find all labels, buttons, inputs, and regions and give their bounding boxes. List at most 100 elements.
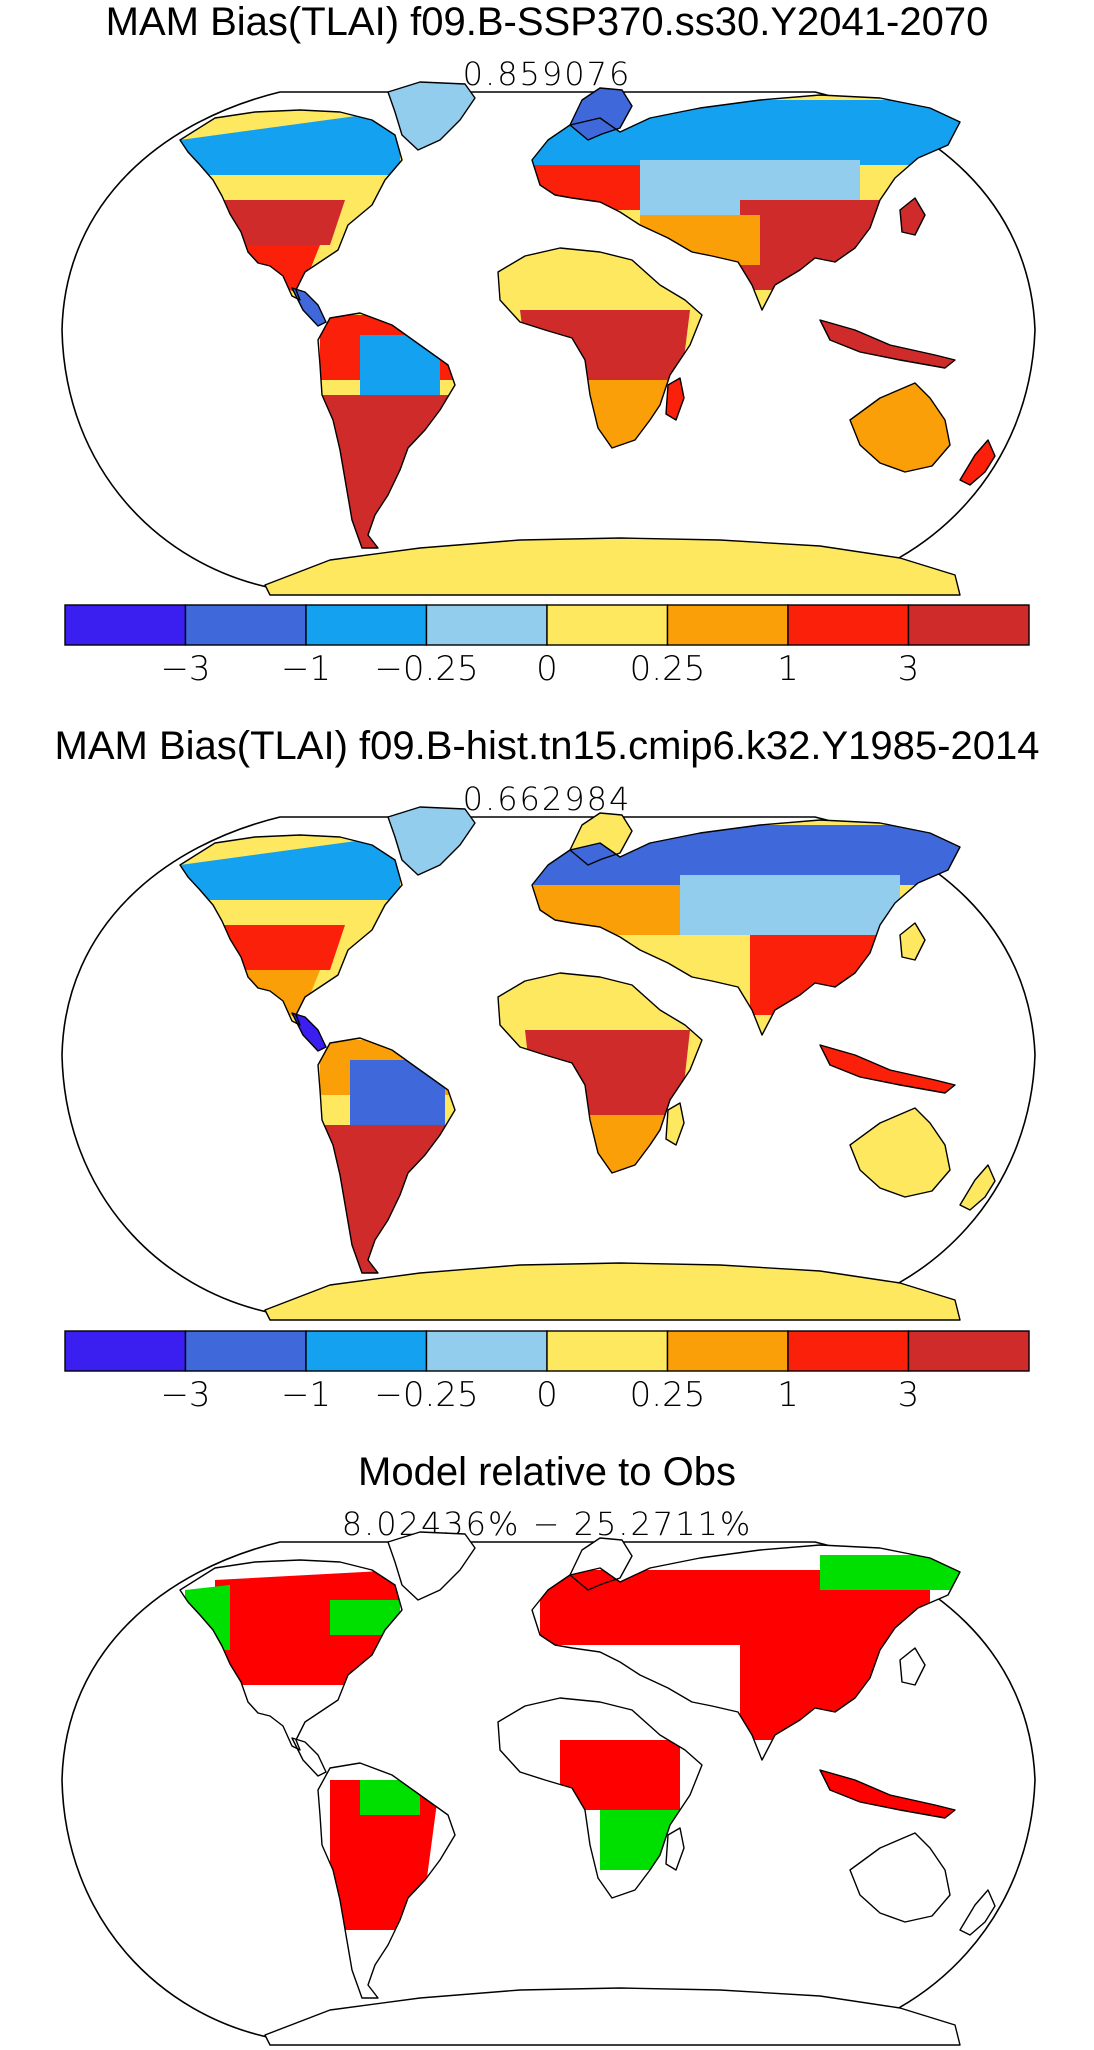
south-america-patch-7	[320, 395, 450, 548]
indonesia-coastline	[819, 319, 956, 369]
greenland-coastline	[387, 1531, 476, 1601]
colorbar-swatch-4	[546, 1330, 669, 1372]
greenland-coastline	[387, 81, 476, 151]
north-america-patch-0	[180, 835, 400, 900]
panel2-title: MAM Bias(TLAI) f09.B-hist.tn15.cmip6.k32…	[54, 724, 1040, 768]
panel1-title: MAM Bias(TLAI) f09.B-SSP370.ss30.Y2041-2…	[105, 0, 989, 44]
colorbar-swatch-7	[907, 1330, 1030, 1372]
colorbar-tick-label: 3	[897, 649, 920, 689]
colorbar-tick-label: 0	[536, 1375, 558, 1415]
new-zealand-land	[960, 1890, 995, 1935]
colorbar-tick-label: −3	[160, 649, 211, 689]
north-america-patch-3	[235, 245, 320, 295]
colorbar-tick-label: 0.25	[629, 649, 706, 689]
panel2-map	[61, 806, 1036, 1321]
colorbar-swatches	[64, 604, 1030, 646]
antarctica-coastline	[264, 1262, 961, 1321]
colorbar-tick-label: −1	[280, 1375, 332, 1415]
north-america-patch-0	[215, 1570, 400, 1685]
north-america-coastline	[179, 834, 403, 1026]
panel2-global-mean: 0.662984	[462, 780, 632, 818]
colorbar-swatch-3	[425, 604, 548, 646]
greenland-coastline	[387, 806, 476, 876]
australia-land	[850, 1833, 950, 1922]
colorbar-swatches	[64, 1330, 1030, 1372]
europe-asia-coastline	[531, 1544, 961, 1761]
colorbar-tick-label: 1	[777, 649, 799, 689]
madagascar-coastline	[665, 1102, 685, 1146]
africa-coastline	[497, 972, 703, 1174]
new-zealand-coastline	[959, 1164, 996, 1211]
bias-patches	[180, 807, 960, 1273]
colorbar-swatch-1	[184, 604, 307, 646]
colorbar-swatch-0	[64, 1330, 187, 1372]
colorbar-tick-label: −0.25	[374, 1375, 479, 1415]
new-zealand-coastline	[959, 1889, 996, 1936]
new-zealand-coastline	[959, 439, 996, 486]
colorbar-tick-label: 0	[536, 649, 558, 689]
indonesia-coastline	[819, 1769, 956, 1819]
coastlines	[179, 806, 996, 1321]
new-zealand-land	[960, 1165, 995, 1210]
colorbar-tick-label: 1	[777, 1375, 799, 1415]
south-america-coastline	[317, 1762, 456, 1999]
colorbar-tick-label: −3	[160, 1375, 211, 1415]
japan-coastline	[899, 1647, 926, 1686]
colorbar-swatch-6	[787, 604, 910, 646]
europe-asia-patch-11	[680, 875, 900, 935]
central-america-land	[292, 1738, 326, 1776]
australia-coastline	[849, 382, 951, 473]
colorbar-swatch-1	[184, 1330, 307, 1372]
coastlines	[179, 81, 996, 596]
japan-land	[900, 1648, 925, 1685]
south-america-coastline	[317, 1037, 456, 1274]
europe-asia-coastline	[531, 819, 961, 1036]
greenland-land	[388, 1532, 475, 1600]
antarctica-land	[265, 1988, 960, 2045]
panel3-map	[61, 1531, 1036, 2046]
antarctica-coastline	[264, 537, 961, 596]
south-america-patch-6	[350, 1060, 445, 1125]
north-america-patch-3	[235, 970, 320, 1020]
colorbar-swatch-2	[305, 1330, 428, 1372]
colorbar-tick-label: 0.25	[629, 1375, 706, 1415]
colorbar-swatch-3	[425, 1330, 548, 1372]
north-america-patch-2	[330, 1600, 400, 1635]
colorbar-swatch-6	[787, 1330, 910, 1372]
antarctica-land	[265, 1263, 960, 1320]
panel1-colorbar: −3 −1 −0.25 0 0.25 1 3	[0, 600, 1094, 690]
colorbar-swatch-4	[546, 604, 669, 646]
north-america-coastline	[179, 109, 403, 301]
panel3-title: Model relative to Obs	[358, 1450, 736, 1494]
japan-coastline	[899, 197, 926, 236]
europe-asia-patch-10	[532, 885, 720, 935]
colorbar-tick-label: −1	[280, 649, 332, 689]
colorbar-swatch-0	[64, 604, 187, 646]
europe-asia-patch-6	[820, 1555, 960, 1590]
central-america-coastline	[291, 287, 327, 327]
madagascar-coastline	[665, 1827, 685, 1871]
colorbar-tick-label: 3	[897, 1375, 920, 1415]
africa-coastline	[497, 247, 703, 449]
north-america-coastline	[179, 1559, 403, 1751]
scandinavia-coastline	[569, 1537, 633, 1591]
japan-land	[900, 923, 925, 960]
north-america-patch-2	[220, 200, 345, 245]
colorbar-tick-label: −0.25	[374, 649, 479, 689]
south-america-patch-6	[360, 335, 440, 395]
indonesia-coastline	[819, 1044, 956, 1094]
north-america-patch-0	[180, 110, 400, 175]
south-america-coastline	[317, 312, 456, 549]
australia-coastline	[849, 1107, 951, 1198]
colorbar-swatch-5	[666, 604, 789, 646]
africa-coastline	[497, 1697, 703, 1899]
south-america-patch-4	[360, 1780, 420, 1815]
colorbar-swatch-5	[666, 1330, 789, 1372]
africa-patch-8	[560, 1740, 680, 1810]
japan-coastline	[899, 922, 926, 961]
madagascar-coastline	[665, 377, 685, 421]
panel1-global-mean: 0.859076	[462, 55, 632, 93]
central-america-coastline	[291, 1737, 327, 1777]
scandinavia-coastline	[569, 812, 633, 866]
north-america-patch-2	[220, 925, 345, 970]
